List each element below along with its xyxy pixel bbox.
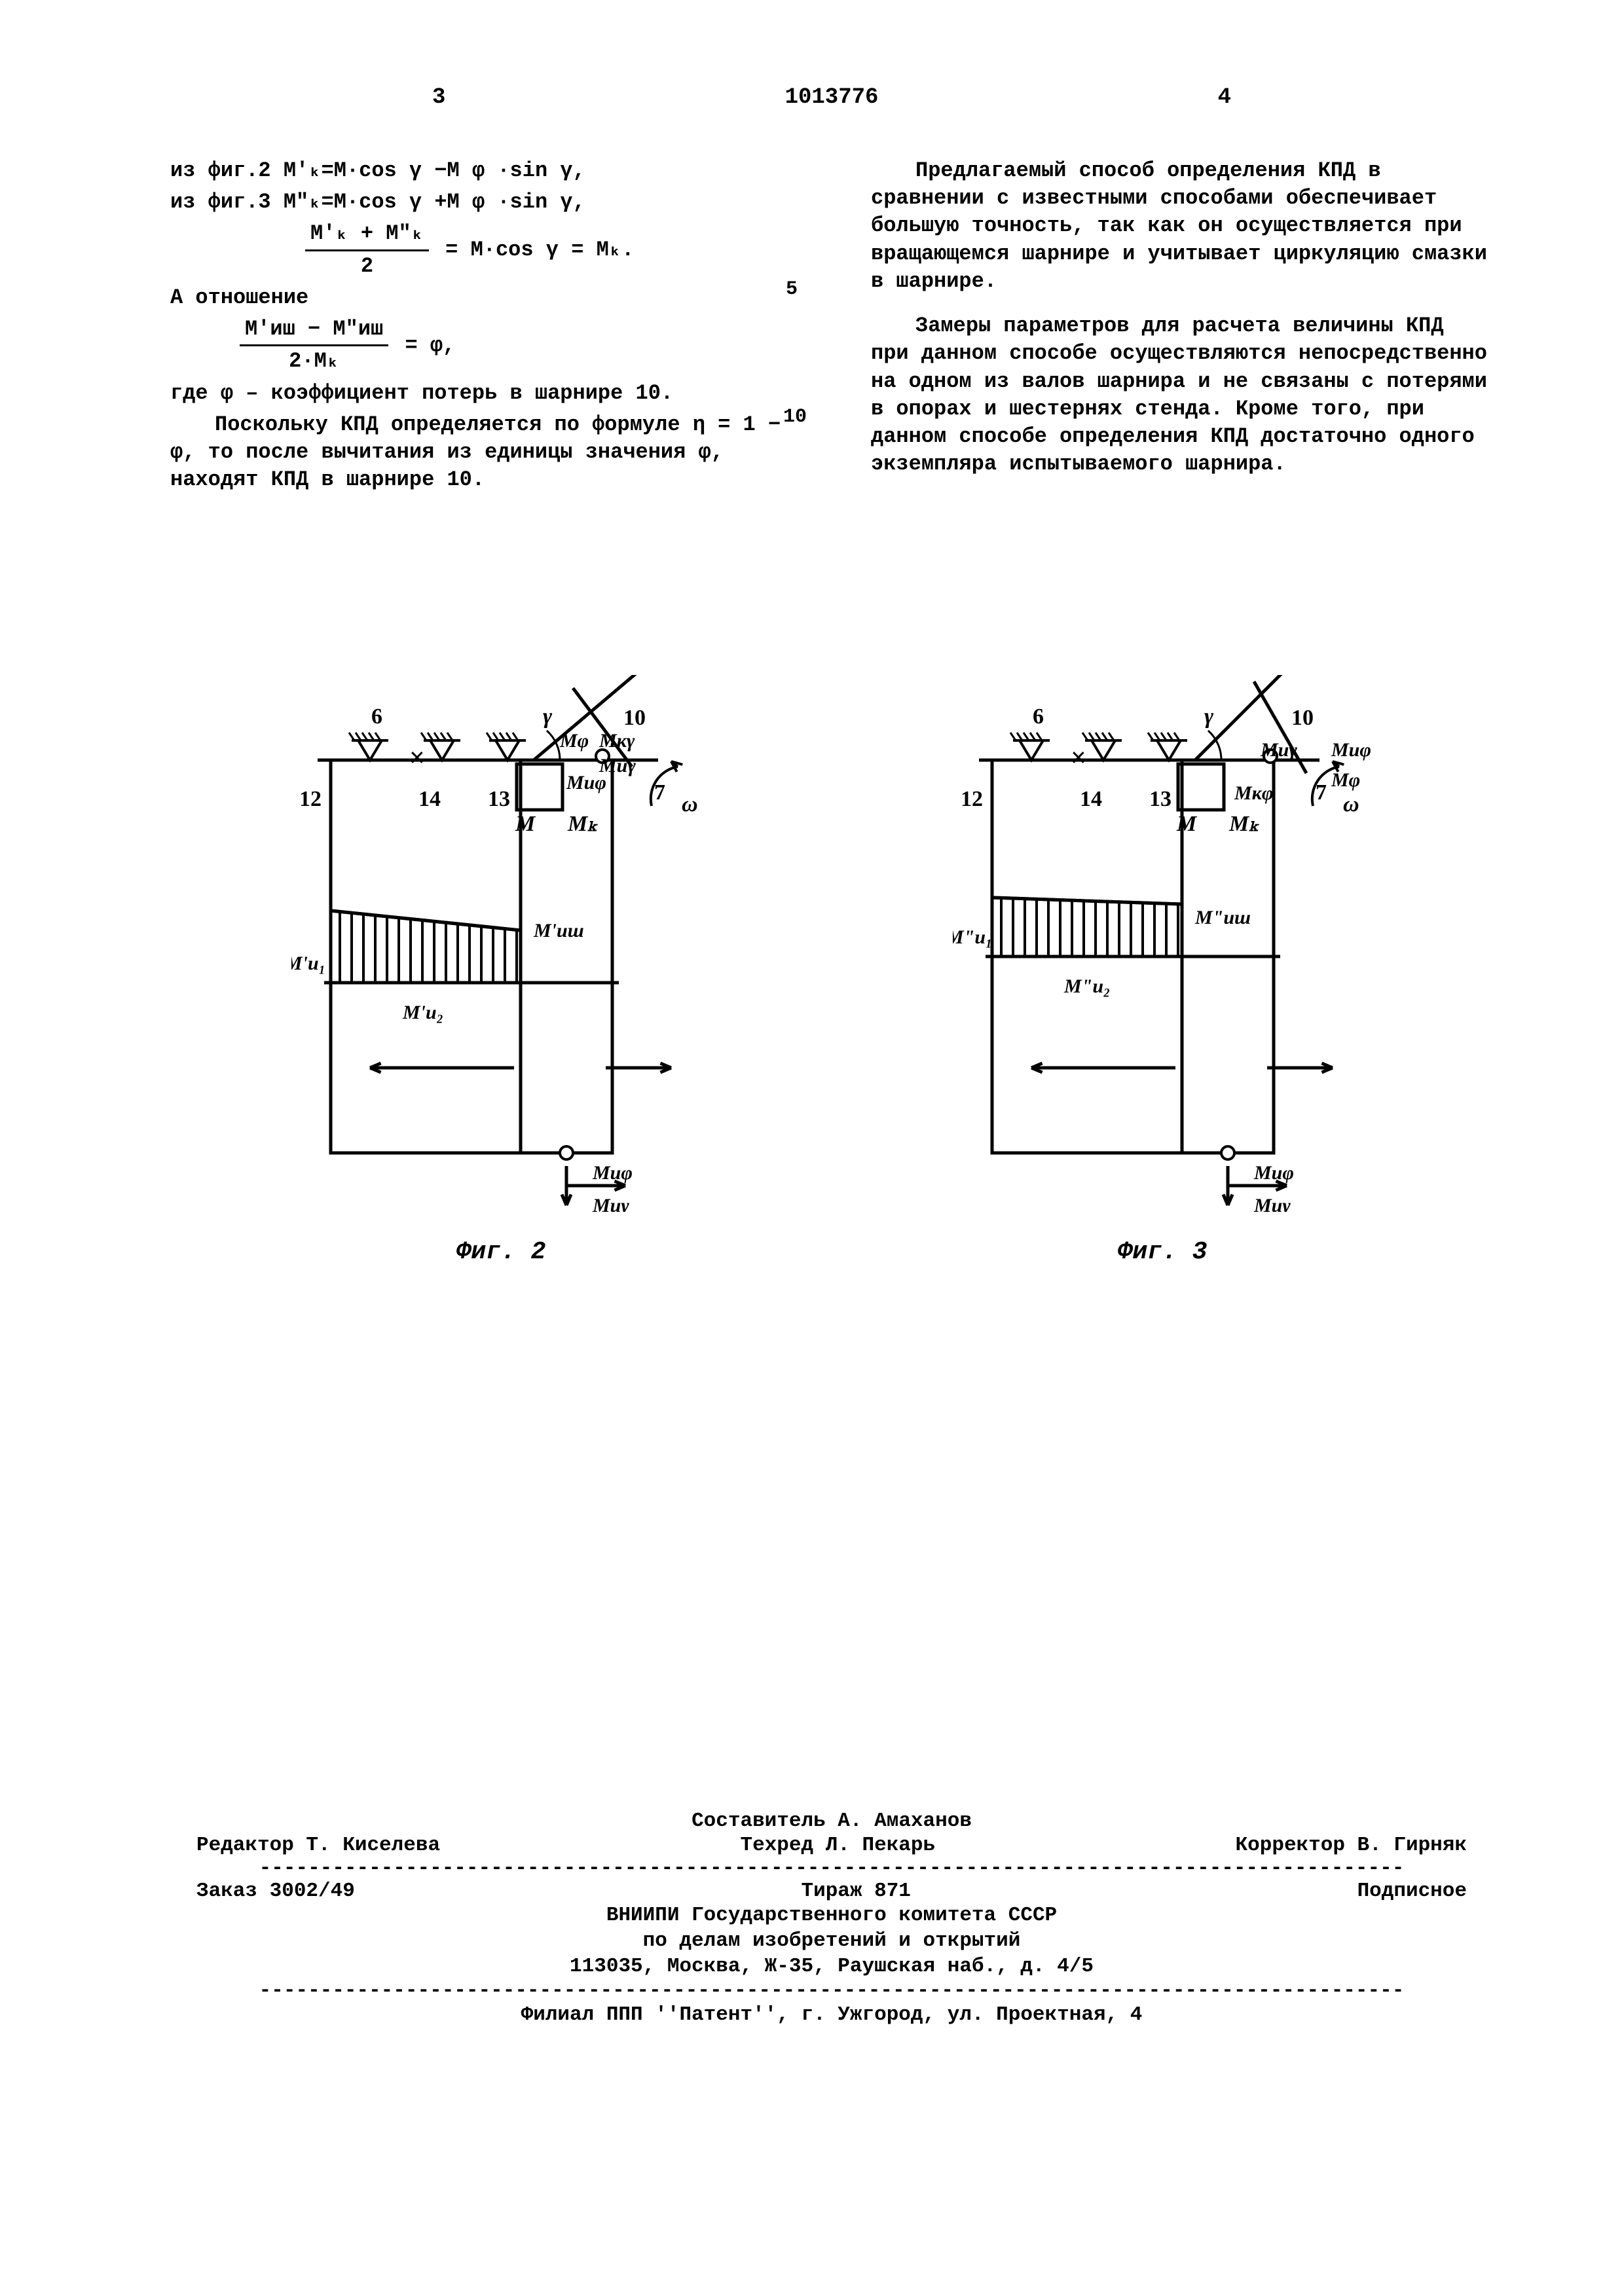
svg-text:Mкγ: Mкγ bbox=[599, 730, 635, 752]
svg-text:Mиγ: Mиγ bbox=[592, 1195, 629, 1212]
footer-corrector: Корректор В. Гирняк bbox=[1236, 1834, 1467, 1857]
svg-text:×: × bbox=[409, 743, 425, 773]
figures-row: ×6710121314γωMφMкγMиγMиφMMₖM'и₁M'и₂M'ишM… bbox=[170, 675, 1493, 1266]
svg-text:M'и₂: M'и₂ bbox=[402, 1002, 443, 1023]
left-paragraph: Поскольку КПД определяется по формуле η … bbox=[170, 411, 792, 494]
svg-text:Mиφ: Mиφ bbox=[1253, 1162, 1294, 1184]
right-paragraph-1: Предлагаемый способ определения КПД в ср… bbox=[871, 157, 1493, 295]
footer-line-5: 113035, Москва, Ж-35, Раушская наб., д. … bbox=[170, 1954, 1493, 1979]
col-number-left: 3 bbox=[432, 85, 445, 110]
svg-text:14: 14 bbox=[1080, 787, 1102, 811]
svg-text:Mиφ: Mиφ bbox=[592, 1162, 633, 1184]
svg-text:γ: γ bbox=[1204, 704, 1214, 729]
svg-text:M: M bbox=[1176, 812, 1198, 836]
svg-text:10: 10 bbox=[623, 706, 646, 730]
svg-text:7: 7 bbox=[1316, 780, 1327, 805]
line-marker-10: 10 bbox=[783, 406, 807, 428]
svg-text:Mиφ: Mиφ bbox=[1331, 739, 1371, 761]
patent-number: 1013776 bbox=[785, 85, 879, 110]
footer-techred: Техред Л. Пекарь bbox=[740, 1834, 935, 1857]
svg-text:6: 6 bbox=[1033, 704, 1044, 729]
footer-line-4: по делам изобретений и открытий bbox=[170, 1928, 1493, 1954]
eq4-denominator: 2·Mₖ bbox=[240, 346, 388, 375]
eq4-numerator: M'иш − M"иш bbox=[240, 316, 388, 346]
svg-text:7: 7 bbox=[654, 780, 665, 805]
right-column: Предлагаемый способ определения КПД в ср… bbox=[871, 157, 1493, 498]
figure-2-caption: Фиг. 2 bbox=[291, 1238, 710, 1266]
footer-order: Заказ 3002/49 bbox=[196, 1880, 355, 1903]
svg-text:γ: γ bbox=[543, 704, 553, 729]
svg-text:M"и₁: M"и₁ bbox=[953, 926, 992, 948]
svg-text:M'и₁: M'и₁ bbox=[291, 953, 325, 974]
eq3-rhs: = M·cos γ = Mₖ. bbox=[445, 238, 634, 263]
svg-text:10: 10 bbox=[1291, 706, 1314, 730]
svg-text:ω: ω bbox=[1343, 792, 1359, 816]
svg-text:×: × bbox=[1071, 743, 1086, 773]
text-columns: из фиг.2 M'ₖ=M·cos γ −M φ ·sin γ, из фиг… bbox=[170, 157, 1493, 498]
svg-text:Mₖ: Mₖ bbox=[567, 812, 598, 836]
eq3-numerator: M'ₖ + M"ₖ bbox=[305, 220, 429, 251]
footer-dashes-1: ----------------------------------------… bbox=[170, 1857, 1493, 1880]
figure-2-svg: × 6 7 10 12 13 14 γ ω Mφ Mкγ Mиγ Mиφ M Mₖ M'и₁ M'и₂ M'иш M… bbox=[291, 675, 710, 1212]
footer-editor: Редактор Т. Киселева bbox=[196, 1834, 440, 1857]
right-paragraph-2: Замеры параметров для расчета величины К… bbox=[871, 312, 1493, 478]
equation-4: M'иш − M"иш 2·Mₖ = φ, bbox=[236, 316, 792, 375]
svg-text:14: 14 bbox=[418, 787, 441, 811]
svg-text:M'иш: M'иш bbox=[533, 920, 584, 941]
footer-dashes-2: ----------------------------------------… bbox=[170, 1979, 1493, 2002]
svg-text:12: 12 bbox=[299, 787, 322, 811]
svg-text:M"и₂: M"и₂ bbox=[1063, 975, 1110, 997]
eq4-rhs: = φ, bbox=[405, 333, 455, 357]
svg-text:13: 13 bbox=[488, 787, 510, 811]
page-header: 3 1013776 4 bbox=[170, 85, 1493, 137]
svg-text:ω: ω bbox=[682, 792, 698, 816]
svg-text:M"иш: M"иш bbox=[1194, 907, 1251, 928]
col-number-right: 4 bbox=[1218, 85, 1231, 110]
svg-text:6: 6 bbox=[371, 704, 382, 729]
line-marker-5: 5 bbox=[786, 278, 798, 301]
figure-3-caption: Фиг. 3 bbox=[953, 1238, 1372, 1266]
equation-2: из фиг.3 M"ₖ=M·cos γ +M φ ·sin γ, bbox=[170, 189, 792, 216]
svg-text:Mиφ: Mиφ bbox=[566, 772, 606, 793]
footer-compiler: Составитель А. Амаханов bbox=[170, 1808, 1493, 1834]
phi-definition: где φ – коэффициент потерь в шарнире 10. bbox=[170, 380, 792, 407]
svg-text:Mφ: Mφ bbox=[1331, 769, 1360, 791]
svg-text:12: 12 bbox=[961, 787, 983, 811]
svg-text:Mиγ: Mиγ bbox=[1253, 1195, 1291, 1212]
figure-3: × 6 7 10 12 13 14 γ ω Mиγ Mиφ Mφ Mкφ M Mₖ M"и₁ M"и₂ M"иш M… bbox=[953, 675, 1372, 1266]
footer-tirage: Тираж 871 bbox=[801, 1880, 910, 1903]
left-column: из фиг.2 M'ₖ=M·cos γ −M φ ·sin γ, из фиг… bbox=[170, 157, 792, 498]
eq3-denominator: 2 bbox=[305, 251, 429, 280]
svg-text:Mкφ: Mкφ bbox=[1234, 782, 1273, 804]
footer-sub: Подписное bbox=[1357, 1880, 1467, 1903]
footer-line-3: ВНИИПИ Государственного комитета СССР bbox=[170, 1903, 1493, 1928]
equation-1: из фиг.2 M'ₖ=M·cos γ −M φ ·sin γ, bbox=[170, 157, 792, 185]
footer-line-6: Филиал ППП ''Патент'', г. Ужгород, ул. П… bbox=[170, 2002, 1493, 2028]
svg-text:Mиγ: Mиγ bbox=[1260, 739, 1297, 761]
equation-3: M'ₖ + M"ₖ 2 = M·cos γ = Mₖ. bbox=[301, 220, 792, 280]
relation-label: А отношение bbox=[170, 284, 792, 312]
figure-3-svg: × 6 7 10 12 13 14 γ ω Mиγ Mиφ Mφ Mкφ M Mₖ M"и₁ M"и₂ M"иш M… bbox=[953, 675, 1372, 1212]
svg-text:M: M bbox=[515, 812, 536, 836]
figure-2: × 6 7 10 12 13 14 γ ω Mφ Mкγ Mиγ Mиφ M Mₖ M'и₁ M'и₂ M'иш M… bbox=[291, 675, 710, 1266]
footer-row-1: Редактор Т. Киселева Техред Л. Пекарь Ко… bbox=[170, 1834, 1493, 1857]
footer-block: Составитель А. Амаханов Редактор Т. Кисе… bbox=[170, 1808, 1493, 2028]
svg-text:Mₖ: Mₖ bbox=[1228, 812, 1259, 836]
svg-text:13: 13 bbox=[1149, 787, 1172, 811]
svg-text:Mφ: Mφ bbox=[559, 730, 589, 752]
footer-row-2: Заказ 3002/49 Тираж 871 Подписное bbox=[170, 1880, 1493, 1903]
